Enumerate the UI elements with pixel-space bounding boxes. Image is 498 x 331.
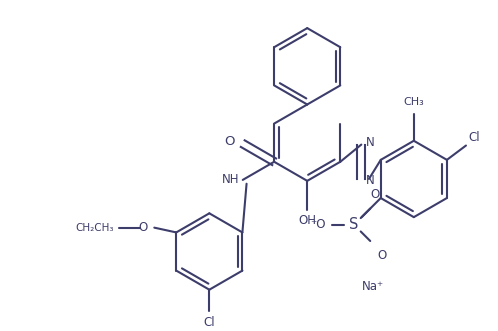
Text: Na⁺: Na⁺ — [362, 280, 384, 293]
Text: O: O — [377, 249, 386, 261]
Text: CH₂CH₃: CH₂CH₃ — [76, 223, 114, 233]
Text: OH: OH — [298, 214, 316, 227]
Text: O: O — [138, 221, 147, 234]
Text: N: N — [366, 174, 375, 187]
Text: N: N — [366, 136, 375, 149]
Text: S: S — [349, 217, 359, 232]
Text: NH: NH — [222, 173, 239, 186]
Text: CH₃: CH₃ — [403, 97, 424, 107]
Text: ⁻O: ⁻O — [310, 218, 325, 231]
Text: Cl: Cl — [469, 131, 481, 144]
Text: O: O — [225, 135, 235, 148]
Text: Cl: Cl — [204, 316, 215, 329]
Text: O: O — [371, 188, 379, 201]
